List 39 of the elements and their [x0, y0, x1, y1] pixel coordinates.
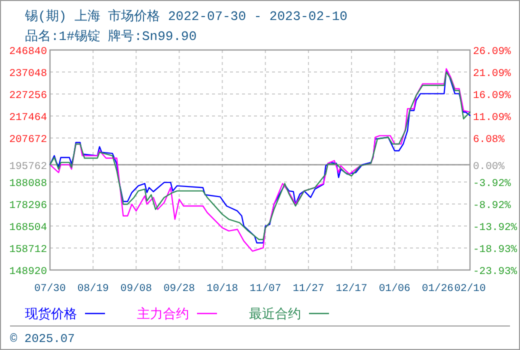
x-tick-label: 10/18 [206, 283, 238, 295]
x-tick-label: 12/17 [336, 283, 368, 295]
legend-label: 现货价格 [25, 307, 77, 322]
y2-tick-label: -23.93% [473, 266, 518, 278]
x-tick-label: 01/06 [378, 283, 410, 295]
x-tick-label: 07/30 [34, 283, 66, 295]
chart-title: 锡(期) 上海 市场价格 2022-07-30 - 2023-02-10 [24, 9, 348, 24]
y-tick-label: 246840 [9, 46, 47, 58]
y2-tick-label: -13.92% [473, 222, 518, 234]
y2-tick-label: 26.09% [473, 46, 512, 58]
x-tick-label: 01/26 [422, 283, 454, 295]
x-tick-label: 11/07 [250, 283, 282, 295]
x-tick-label: 08/19 [77, 283, 109, 295]
y-tick-label: 227256 [9, 90, 47, 102]
y-tick-label: 237048 [9, 68, 47, 80]
x-tick-label: 09/08 [120, 283, 152, 295]
y2-tick-label: -3.92% [473, 178, 512, 190]
y2-tick-label: -8.92% [473, 200, 512, 212]
y-tick-label: 168504 [9, 222, 47, 234]
y-tick-label: 158712 [9, 244, 47, 256]
y2-tick-label: 21.09% [473, 68, 512, 80]
y-tick-label: 207672 [9, 134, 47, 146]
y2-tick-label: 6.08% [473, 134, 506, 146]
x-tick-label: 11/27 [292, 283, 324, 295]
y-tick-label: 217464 [9, 112, 47, 124]
legend-label: 主力合约 [137, 306, 189, 322]
y2-tick-label: 11.09% [473, 112, 512, 124]
y-tick-label: 188088 [9, 178, 47, 190]
legend-label: 最近合约 [249, 307, 301, 322]
text: © 2025.07 [10, 332, 75, 346]
y2-tick-label: -18.93% [473, 244, 518, 256]
x-tick-label: 02/10 [454, 283, 486, 295]
y-tick-label: 195762 [9, 160, 47, 173]
y-tick-label: 148920 [9, 266, 47, 278]
y-tick-label: 178296 [9, 200, 47, 212]
y2-tick-label: 0.00% [473, 160, 506, 173]
chart-subtitle: 品名:1#锡锭 牌号:Sn99.90 [25, 29, 197, 44]
x-tick-label: 09/28 [163, 283, 195, 295]
y2-tick-label: 16.09% [473, 90, 512, 102]
